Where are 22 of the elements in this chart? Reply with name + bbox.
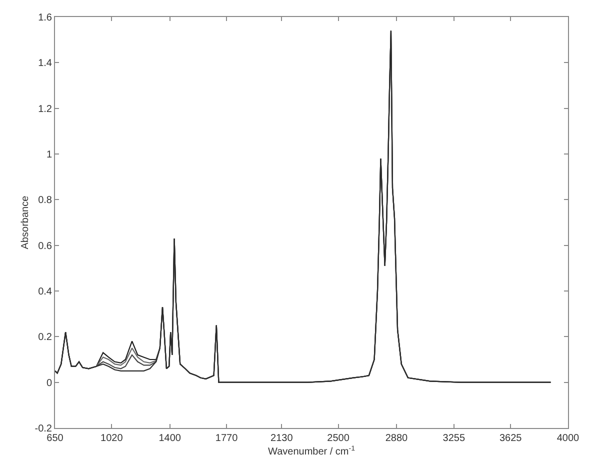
x-axis-title: Wavenumber / cm$^{-1}$ xyxy=(268,445,356,458)
y-tick-label: -0.2 xyxy=(34,424,52,434)
y-tick-label: 0.4 xyxy=(38,286,52,298)
y-axis-title: Absorbance xyxy=(20,195,31,250)
x-tick-label: 3625 xyxy=(499,433,522,444)
x-tick-label: 2500 xyxy=(327,433,350,444)
y-tick-label: 1.4 xyxy=(38,58,52,70)
y-tick-label: 0 xyxy=(46,378,52,389)
y-tick-label: 0.2 xyxy=(38,332,52,344)
x-tick-label: 2130 xyxy=(270,433,294,444)
y-tick-label: 0.6 xyxy=(38,240,52,252)
x-tick-label: 1020 xyxy=(100,433,124,444)
x-tick-label: 1770 xyxy=(215,433,238,444)
y-tick-label: 1.6 xyxy=(38,12,52,24)
y-tick-label: 1.2 xyxy=(38,104,52,115)
x-tick-label: 650 xyxy=(46,433,64,444)
y-tick-label: 0.8 xyxy=(38,195,52,206)
x-tick-label: 4000 xyxy=(556,433,580,444)
x-tick-label: 2880 xyxy=(385,433,408,444)
y-tick-label: 1 xyxy=(46,150,52,160)
x-tick-label: 3255 xyxy=(442,433,466,444)
x-tick-label: 1400 xyxy=(158,433,182,444)
